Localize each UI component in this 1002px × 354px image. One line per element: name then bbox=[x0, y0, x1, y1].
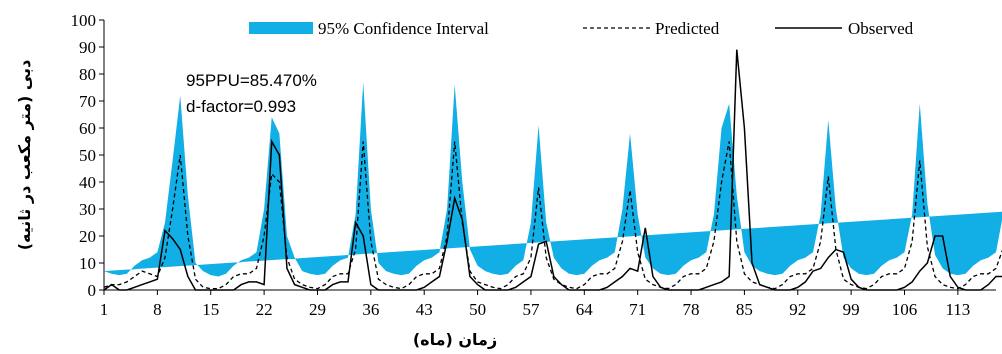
legend-swatch-band bbox=[249, 22, 313, 34]
x-tick-label: 92 bbox=[789, 300, 806, 319]
y-tick-label: 30 bbox=[79, 200, 96, 219]
x-tick-label: 71 bbox=[629, 300, 646, 319]
y-tick-label: 50 bbox=[79, 146, 96, 165]
confidence-band bbox=[104, 82, 1002, 277]
y-tick-label: 90 bbox=[79, 38, 96, 57]
x-tick-label: 1 bbox=[100, 300, 109, 319]
x-tick-label: 8 bbox=[153, 300, 162, 319]
series-lines-layer bbox=[103, 49, 1002, 291]
y-tick-label: 80 bbox=[79, 65, 96, 84]
x-tick-label: 99 bbox=[843, 300, 860, 319]
x-tick-label: 64 bbox=[576, 300, 594, 319]
axes bbox=[99, 19, 996, 295]
y-tick-label: 70 bbox=[79, 92, 96, 111]
x-tick-label: 29 bbox=[309, 300, 326, 319]
x-tick-label: 57 bbox=[522, 300, 540, 319]
y-tick-label: 60 bbox=[79, 119, 96, 138]
annotation-95ppu: 95PPU=85.470% bbox=[186, 71, 317, 90]
legend-label-observed: Observed bbox=[848, 19, 914, 38]
legend: 95% Confidence Interval Predicted Observ… bbox=[249, 19, 914, 38]
legend-label-band: 95% Confidence Interval bbox=[318, 19, 489, 38]
x-tick-label: 43 bbox=[416, 300, 433, 319]
predicted-line bbox=[103, 141, 1002, 290]
y-tick-label: 40 bbox=[79, 173, 96, 192]
legend-label-predicted: Predicted bbox=[655, 19, 720, 38]
x-tick-label: 22 bbox=[256, 300, 273, 319]
observed-line bbox=[103, 49, 1002, 291]
x-axis-title: زمان (ماه) bbox=[413, 330, 497, 349]
x-tick-label: 85 bbox=[736, 300, 753, 319]
y-axis-title: دبی (متر مکعب در ثانیه) bbox=[15, 60, 34, 251]
x-tick-label: 113 bbox=[945, 300, 970, 319]
y-tick-label: 100 bbox=[71, 11, 97, 30]
x-tick-label: 50 bbox=[469, 300, 486, 319]
x-tick-label: 78 bbox=[683, 300, 700, 319]
x-tick-label: 36 bbox=[362, 300, 379, 319]
y-tick-label: 0 bbox=[88, 281, 97, 300]
confidence-band-layer bbox=[104, 82, 1002, 277]
x-tick-label: 106 bbox=[892, 300, 918, 319]
annotation-d-factor: d-factor=0.993 bbox=[186, 97, 296, 116]
y-tick-label: 20 bbox=[79, 227, 96, 246]
y-tick-label: 10 bbox=[79, 254, 96, 273]
x-tick-label: 15 bbox=[202, 300, 219, 319]
tick-labels: 0 10 20 30 40 50 60 70 80 90 100 1 8 15 22 29 36 43 50 57 64… bbox=[71, 11, 971, 319]
